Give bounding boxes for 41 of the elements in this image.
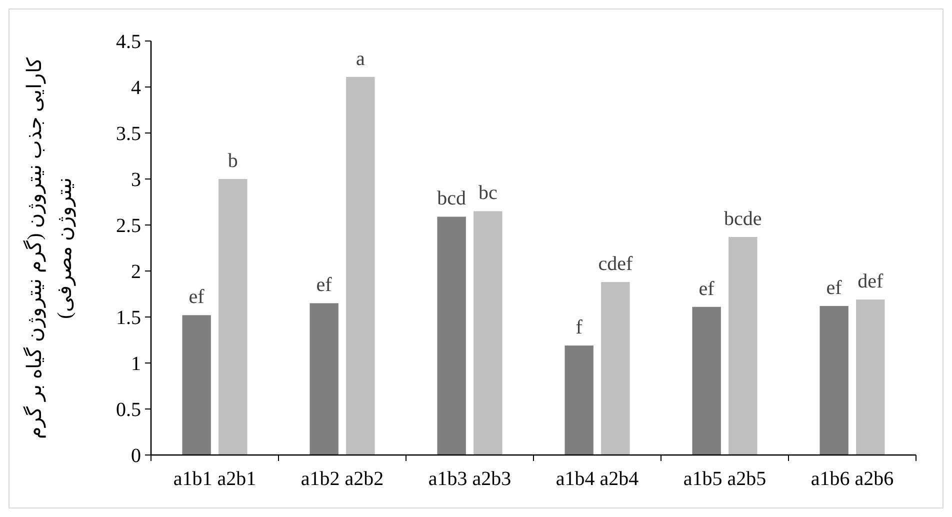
data-label: a (356, 48, 365, 70)
bar (437, 216, 466, 455)
data-label: ef (826, 276, 842, 299)
x-tick-label: a1b1 a2b1 (173, 468, 256, 490)
data-label: bcd (437, 188, 466, 210)
x-tick-label: a1b4 a2b4 (556, 468, 639, 490)
x-tick-label: a1b3 a2b3 (428, 468, 512, 490)
data-label: ef (698, 278, 715, 300)
bar (182, 315, 211, 455)
y-tick-label: 0 (131, 445, 141, 467)
y-tick-label: 2 (131, 261, 141, 283)
y-tick-label: 4 (131, 77, 141, 99)
bar (218, 179, 248, 455)
data-label: cdef (598, 253, 633, 276)
bar (601, 282, 630, 455)
bar (474, 211, 502, 455)
data-label: ef (188, 286, 205, 308)
bar (564, 346, 594, 455)
data-label: f (576, 316, 583, 339)
data-label: def (858, 270, 884, 293)
x-tick-label: a1b2 a2b2 (300, 468, 384, 490)
y-tick-label: 1 (131, 353, 141, 375)
bar (310, 303, 338, 455)
data-label: ef (316, 274, 332, 296)
bar (820, 306, 848, 455)
data-label: bc (478, 182, 498, 204)
bar (856, 300, 885, 455)
y-axis-title: کارایی جذب نیتروژن (گرم نیتروژن گیاه بر گرم نیتروژن مصرفی) (23, 57, 76, 439)
x-tick-label: a1b5 a2b5 (683, 468, 766, 490)
y-tick-label: 4.5 (116, 31, 141, 53)
bar (346, 76, 375, 455)
x-tick-label: a1b6 a2b6 (810, 468, 894, 490)
y-tick-label: 0.5 (116, 399, 141, 421)
y-tick-label: 3 (131, 169, 141, 191)
data-label: bcde (724, 208, 762, 230)
y-tick-label: 3.5 (116, 123, 141, 145)
bar (728, 236, 758, 455)
y-tick-label: 1.5 (116, 307, 141, 329)
y-tick-label: 2.5 (116, 215, 141, 237)
bar (692, 306, 721, 455)
data-label: b (228, 150, 238, 172)
